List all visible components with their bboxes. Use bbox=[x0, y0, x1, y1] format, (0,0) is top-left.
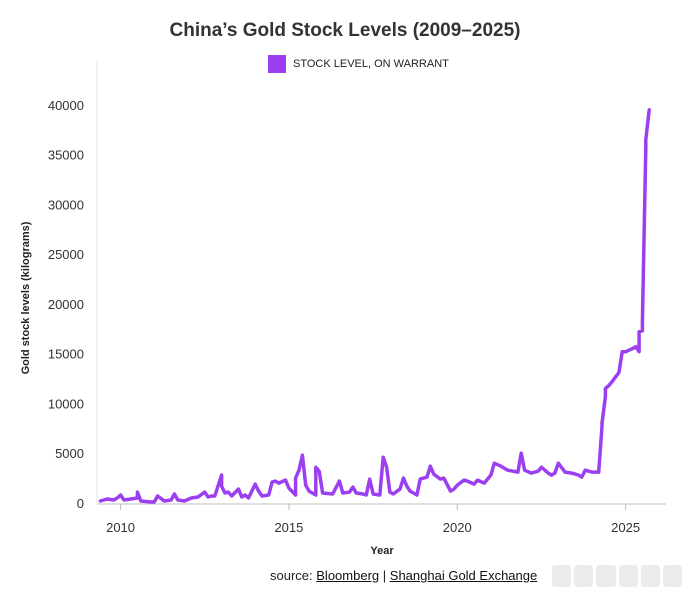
legend-label: STOCK LEVEL, ON WARRANT bbox=[293, 58, 449, 70]
y-tick-label: 15000 bbox=[48, 347, 84, 362]
source-prefix: source: bbox=[270, 568, 313, 583]
y-tick-label: 35000 bbox=[48, 148, 84, 163]
source-link-sge[interactable]: Shanghai Gold Exchange bbox=[389, 568, 538, 583]
watermark bbox=[552, 565, 683, 587]
y-tick-label: 10000 bbox=[48, 396, 84, 411]
x-tick-label: 2025 bbox=[611, 520, 640, 535]
y-tick-label: 30000 bbox=[48, 197, 84, 212]
source-link-bloomberg[interactable]: Bloomberg bbox=[316, 568, 380, 583]
y-tick-label: 25000 bbox=[48, 247, 84, 262]
series-line bbox=[98, 108, 651, 504]
y-tick-label: 20000 bbox=[48, 297, 84, 312]
source-separator: | bbox=[382, 568, 387, 583]
chart-title: China’s Gold Stock Levels (2009–2025) bbox=[169, 20, 521, 41]
source-line: source: Bloomberg | Shanghai Gold Exchan… bbox=[270, 568, 537, 583]
y-tick-label: 0 bbox=[77, 496, 84, 511]
x-tick-label: 2020 bbox=[443, 520, 472, 535]
x-axis-label: Year bbox=[370, 545, 394, 557]
legend-swatch bbox=[268, 55, 286, 73]
x-tick-label: 2015 bbox=[274, 520, 303, 535]
x-tick-label: 2010 bbox=[106, 520, 135, 535]
chart-legend: STOCK LEVEL, ON WARRANT bbox=[268, 55, 449, 73]
y-tick-label: 5000 bbox=[55, 446, 84, 461]
y-tick-label: 40000 bbox=[48, 98, 84, 113]
